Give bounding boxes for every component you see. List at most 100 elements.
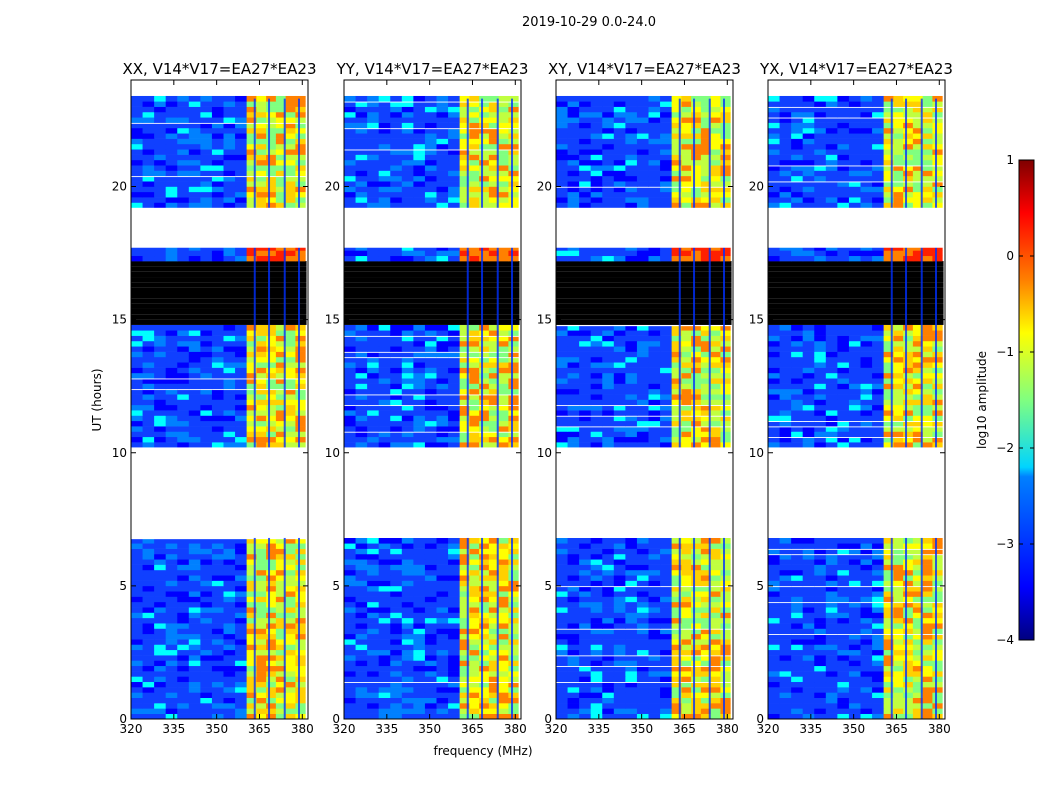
band-cell <box>295 537 306 544</box>
noise-cell <box>791 569 804 576</box>
noise-cell <box>602 585 615 592</box>
band-cell <box>295 106 306 113</box>
y-tick-label: 10 <box>325 446 340 460</box>
noise-cell <box>567 399 580 406</box>
noise-cell <box>413 548 426 555</box>
noise-cell <box>177 197 190 203</box>
noise-cell <box>401 420 414 427</box>
noise-cell <box>660 101 673 107</box>
band-cell <box>893 362 904 368</box>
band-cell <box>246 356 257 363</box>
band-cell <box>295 580 306 587</box>
noise-cell <box>625 676 638 683</box>
band-cell <box>246 633 257 640</box>
noise-cell <box>625 202 638 209</box>
noise-cell <box>378 687 391 693</box>
band-cell <box>295 553 306 560</box>
noise-cell <box>390 537 403 544</box>
band-cell <box>479 404 490 411</box>
band-cell <box>720 330 731 336</box>
noise-cell <box>413 330 426 336</box>
band-cell <box>469 351 480 358</box>
noise-cell <box>613 378 626 384</box>
band-cell <box>275 612 287 619</box>
noise-cell <box>567 697 580 704</box>
band-cell <box>256 165 267 171</box>
noise-cell <box>154 442 167 448</box>
band-cell <box>700 250 712 257</box>
noise-cell <box>660 356 673 363</box>
noise-cell <box>223 665 236 672</box>
noise-cell <box>367 591 380 597</box>
noise-cell <box>235 181 248 187</box>
noise-cell <box>436 553 449 560</box>
noise-cell <box>390 388 403 395</box>
band-cell <box>459 537 470 544</box>
noise-cell <box>768 436 781 443</box>
noise-cell <box>424 149 437 155</box>
noise-cell <box>390 133 403 139</box>
noise-cell <box>165 623 178 629</box>
noise-cell <box>211 703 224 709</box>
noise-cell <box>567 713 580 719</box>
noise-cell <box>367 431 380 438</box>
noise-cell <box>235 383 248 390</box>
band-cell <box>720 415 731 422</box>
band-cell <box>285 404 296 411</box>
noise-cell <box>211 612 224 619</box>
band-cell <box>720 580 731 587</box>
band-cell <box>671 671 682 677</box>
band-cell <box>508 559 519 565</box>
noise-cell <box>436 95 449 102</box>
panel-title: XX, V14*V17=EA27*EA23 <box>122 60 316 78</box>
band-cell <box>256 442 267 448</box>
noise-cell <box>367 324 380 331</box>
band-cell <box>285 415 296 422</box>
noise-cell <box>355 410 368 416</box>
band-cell <box>700 170 712 177</box>
noise-cell <box>367 580 380 587</box>
band-cell <box>903 591 914 597</box>
noise-cell <box>413 362 426 368</box>
band-cell <box>691 585 702 592</box>
band-cell <box>266 660 277 667</box>
band-cell <box>681 671 692 677</box>
noise-cell <box>779 330 792 336</box>
noise-cell <box>413 181 426 187</box>
band-cell <box>691 138 702 145</box>
band-cell <box>720 111 731 118</box>
noise-cell <box>177 553 190 560</box>
band-cell <box>508 607 519 613</box>
band-cell <box>932 388 943 395</box>
noise-cell <box>177 122 190 129</box>
band-cell <box>488 431 500 438</box>
noise-cell <box>131 553 144 560</box>
band-cell <box>883 681 894 688</box>
band-cell <box>488 676 500 683</box>
noise-cell <box>235 356 248 363</box>
noise-cell <box>567 580 580 587</box>
noise-cell <box>367 191 380 198</box>
noise-cell <box>154 681 167 688</box>
band-cell <box>246 111 257 118</box>
noise-cell <box>636 165 649 171</box>
noise-cell <box>860 346 873 352</box>
noise-cell <box>200 335 213 342</box>
band-cell <box>459 138 470 145</box>
noise-cell <box>872 356 885 363</box>
band-cell <box>691 362 702 368</box>
noise-cell <box>211 580 224 587</box>
noise-cell <box>860 703 873 709</box>
noise-cell <box>448 596 461 603</box>
band-cell <box>246 245 257 251</box>
band-cell <box>459 170 470 177</box>
band-cell <box>488 543 500 549</box>
noise-cell <box>860 426 873 432</box>
flag-line <box>131 175 307 178</box>
noise-cell <box>413 117 426 123</box>
noise-cell <box>424 692 437 698</box>
noise-cell <box>636 410 649 416</box>
band-cell <box>691 165 702 171</box>
noise-cell <box>625 399 638 406</box>
noise-cell <box>200 681 213 688</box>
